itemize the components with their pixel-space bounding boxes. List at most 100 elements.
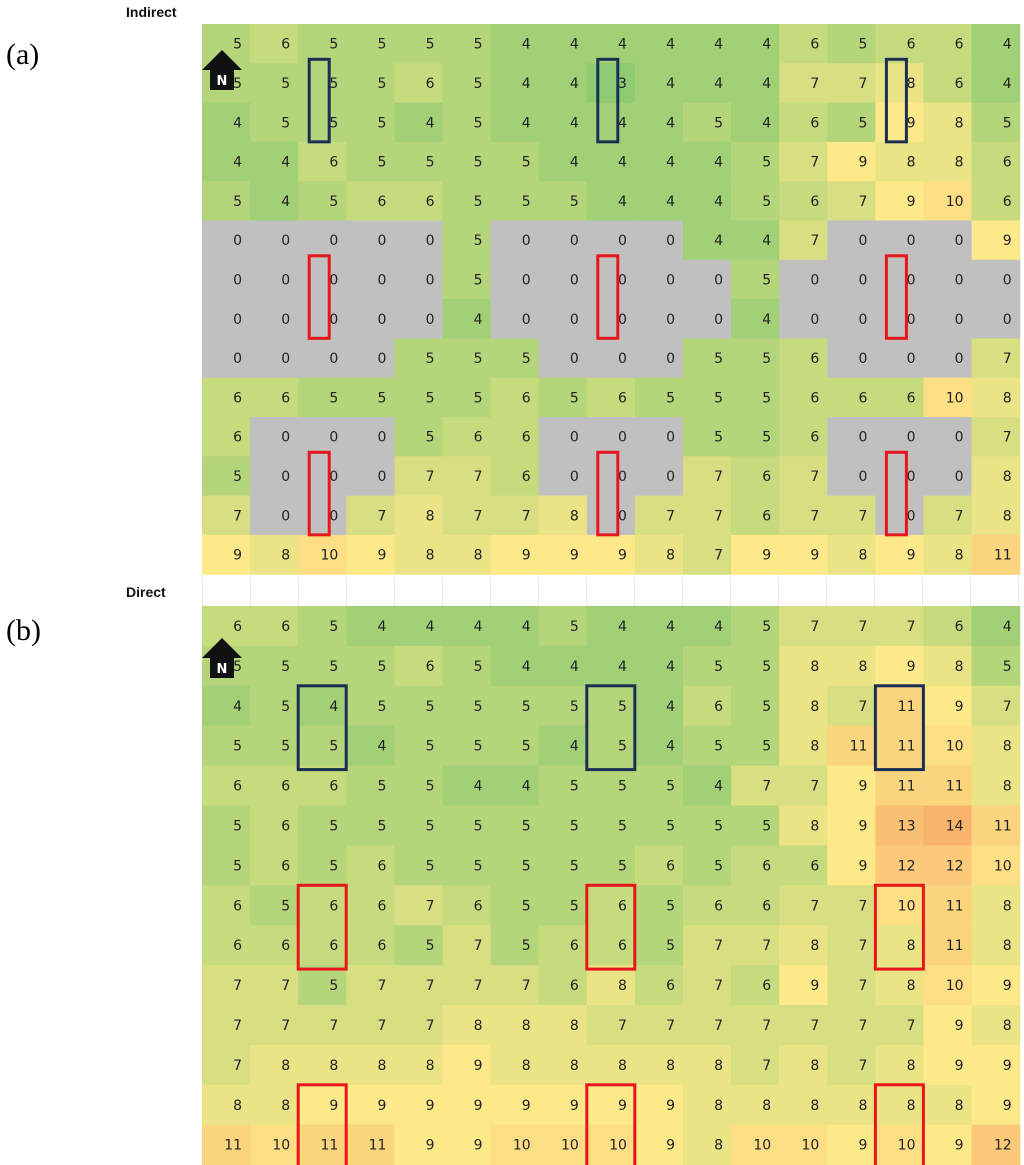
heat-cell [250,259,299,300]
heat-cell [779,181,828,222]
cell-value: 7 [474,978,483,994]
cell-value: 0 [377,312,386,328]
cell-value: 6 [810,430,819,446]
heat-cell [683,377,732,418]
cell-value: 0 [955,469,964,485]
cell-value: 6 [762,469,771,485]
cell-value: 13 [898,818,916,834]
cell-value: 5 [666,390,675,406]
cell-value: 11 [898,699,916,715]
cell-value: 7 [474,508,483,524]
cell-value: 8 [426,1058,435,1074]
cell-value: 5 [522,351,531,367]
heat-cell [971,1005,1021,1046]
cell-value: 4 [1003,76,1012,92]
heat-cell [779,645,828,687]
heat-cell [923,685,973,727]
cell-value: 7 [858,898,867,914]
cell-value: 9 [810,548,819,564]
heat-cell [394,259,444,300]
cell-value: 4 [522,37,531,53]
heat-cell [971,377,1021,418]
heat-cell [875,685,925,727]
heat-cell [779,885,828,926]
heat-cell [538,456,588,497]
heat-cell [731,845,780,886]
heat-cell [634,495,684,536]
heat-cell [346,1124,395,1165]
zone-outline-box [307,254,331,340]
heat-cell [202,805,251,846]
cell-value: 8 [329,1058,338,1074]
heat-cell [346,338,395,379]
cell-value: 7 [858,1058,867,1074]
heat-cell [731,102,780,143]
cell-value: 7 [762,779,771,795]
heat-cell [683,141,732,182]
cell-value: 7 [858,619,867,635]
cell-value: 6 [281,390,290,406]
cell-value: 6 [1003,194,1012,210]
heat-cell [202,181,251,222]
heat-cell [586,338,636,379]
cell-value: 8 [810,659,819,675]
heat-cell [971,24,1021,64]
heat-cell [971,534,1021,575]
cell-value: 6 [810,37,819,53]
cell-value: 5 [762,699,771,715]
cell-value: 9 [955,1018,964,1034]
heat-cell [779,1124,828,1165]
heat-cell [779,338,828,379]
cell-value: 7 [522,978,531,994]
cell-value: 6 [762,858,771,874]
heat-cell [490,456,540,497]
zone-outline-box [296,684,348,772]
heat-cell [250,645,299,687]
heat-cell [683,645,732,687]
cell-value: 7 [810,155,819,171]
heat-cell [202,685,251,727]
cell-value: 5 [426,699,435,715]
heat-cell [346,534,395,575]
heat-cell [490,259,540,300]
heat-cell [683,845,732,886]
heat-cell [923,299,973,339]
heat-cell [731,885,780,926]
cell-value: 5 [762,155,771,171]
heat-cell [779,259,828,300]
cell-value: 4 [618,37,627,53]
heat-cell [827,925,876,966]
zone-outline-box [585,1083,637,1165]
cell-value: 7 [377,508,386,524]
heat-cell [538,845,588,886]
heat-cell [442,965,492,1006]
cell-value: 5 [618,779,627,795]
heat-cell [683,965,732,1006]
heat-cell [202,377,251,418]
cell-value: 8 [1003,739,1012,755]
heat-cell [923,141,973,182]
cell-value: 0 [329,272,338,288]
cell-value: 8 [233,1098,242,1114]
heat-cell [298,765,347,807]
heat-cell [538,885,588,926]
heat-cell [586,141,636,182]
heat-cell [298,1044,347,1086]
zone-outline-box [296,883,348,971]
heat-cell [683,1124,732,1165]
heat-cell [683,765,732,807]
heat-cell [586,534,636,575]
heat-cell [394,1084,444,1126]
cell-value: 7 [810,779,819,795]
cell-value: 6 [281,779,290,795]
cell-value: 7 [377,1018,386,1034]
heat-cell [586,845,636,886]
cell-value: 5 [329,858,338,874]
cell-value: 6 [281,619,290,635]
cell-value: 9 [474,1138,483,1154]
heat-cell [346,765,395,807]
cell-value: 4 [522,619,531,635]
cell-value: 9 [570,1098,579,1114]
heat-cell [586,1044,636,1086]
heat-cell [731,181,780,222]
